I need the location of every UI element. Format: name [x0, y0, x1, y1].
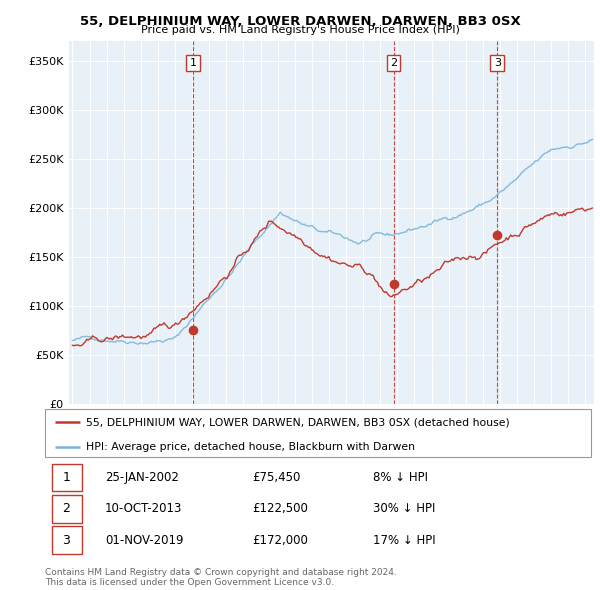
- Text: 1: 1: [190, 58, 197, 68]
- Text: 25-JAN-2002: 25-JAN-2002: [105, 471, 179, 484]
- Text: 3: 3: [62, 533, 70, 546]
- Text: 8% ↓ HPI: 8% ↓ HPI: [373, 471, 428, 484]
- Text: 2: 2: [62, 502, 70, 516]
- Text: £172,000: £172,000: [253, 533, 308, 546]
- Text: 2: 2: [390, 58, 397, 68]
- Text: Contains HM Land Registry data © Crown copyright and database right 2024.
This d: Contains HM Land Registry data © Crown c…: [45, 568, 397, 587]
- Text: 55, DELPHINIUM WAY, LOWER DARWEN, DARWEN, BB3 0SX: 55, DELPHINIUM WAY, LOWER DARWEN, DARWEN…: [80, 15, 520, 28]
- Bar: [52, 464, 82, 491]
- Text: 01-NOV-2019: 01-NOV-2019: [105, 533, 184, 546]
- Text: 55, DELPHINIUM WAY, LOWER DARWEN, DARWEN, BB3 0SX (detached house): 55, DELPHINIUM WAY, LOWER DARWEN, DARWEN…: [86, 417, 510, 427]
- Text: 3: 3: [494, 58, 501, 68]
- Text: £75,450: £75,450: [253, 471, 301, 484]
- Text: 17% ↓ HPI: 17% ↓ HPI: [373, 533, 435, 546]
- Bar: [52, 526, 82, 553]
- Text: HPI: Average price, detached house, Blackburn with Darwen: HPI: Average price, detached house, Blac…: [86, 441, 415, 451]
- Bar: [52, 495, 82, 523]
- Text: 30% ↓ HPI: 30% ↓ HPI: [373, 502, 435, 516]
- Text: 1: 1: [62, 471, 70, 484]
- Text: £122,500: £122,500: [253, 502, 308, 516]
- Text: Price paid vs. HM Land Registry's House Price Index (HPI): Price paid vs. HM Land Registry's House …: [140, 25, 460, 35]
- Text: 10-OCT-2013: 10-OCT-2013: [105, 502, 182, 516]
